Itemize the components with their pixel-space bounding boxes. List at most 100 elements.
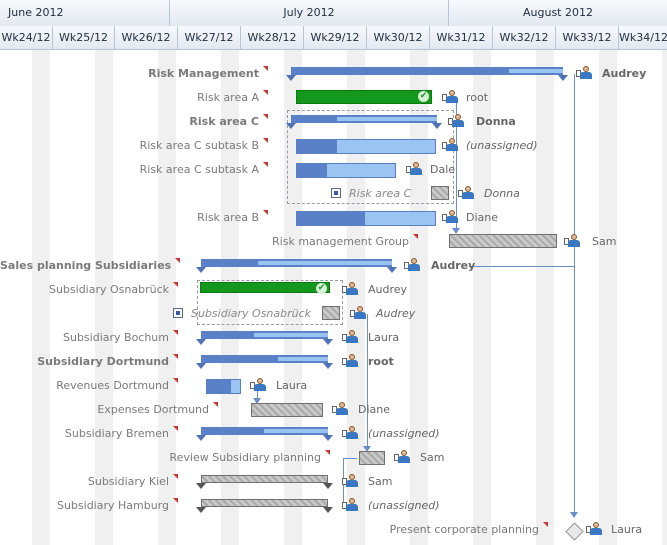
task-bar[interactable]: [296, 139, 436, 154]
summary-bar[interactable]: [286, 67, 568, 81]
dependency-arrow: [363, 446, 371, 452]
user-icon: [342, 282, 358, 295]
task-label[interactable]: Expenses Dortmund: [0, 402, 218, 418]
task-label[interactable]: Subsidiary Hamburg: [0, 498, 178, 514]
month-june: June 2012: [0, 0, 170, 26]
dependency-arrow: [452, 228, 460, 234]
week-25: Wk25/12: [53, 26, 115, 49]
unscheduled-task-bar[interactable]: [322, 306, 340, 320]
weekend-stripe: [32, 50, 50, 545]
week-24: Wk24/12: [0, 26, 53, 49]
dependency-line: [574, 74, 575, 514]
dependency-arrow: [570, 512, 578, 518]
user-icon: [394, 450, 410, 463]
week-30: Wk30/12: [367, 26, 430, 49]
link-icon[interactable]: [331, 188, 341, 198]
summary-bar[interactable]: [196, 259, 397, 273]
user-icon: [576, 66, 592, 79]
task-label[interactable]: Risk Management: [100, 66, 268, 82]
resource-label: Audrey: [368, 283, 408, 296]
resource-label: Audrey: [376, 307, 416, 320]
completed-task-bar[interactable]: ✔: [200, 282, 330, 294]
weekend-stripe: [473, 50, 491, 545]
unscheduled-summary-bar[interactable]: [196, 475, 333, 489]
user-icon: [350, 306, 366, 319]
month-july: July 2012: [170, 0, 449, 26]
task-label[interactable]: Present corporate planning: [330, 522, 548, 538]
task-label-inline[interactable]: Risk area C: [349, 187, 412, 200]
user-icon: [442, 138, 458, 151]
user-icon: [406, 162, 422, 175]
resource-label: (unassigned): [466, 139, 538, 152]
unscheduled-task-bar[interactable]: [449, 234, 557, 248]
weekend-stripe: [599, 50, 617, 545]
user-icon: [342, 498, 358, 511]
task-label[interactable]: Review Subsidiary planning: [120, 450, 330, 466]
task-label[interactable]: Subsidiary Bremen: [0, 426, 178, 442]
dependency-line: [343, 458, 357, 459]
timescale-weeks: Wk24/12 Wk25/12 Wk26/12 Wk27/12 Wk28/12 …: [0, 26, 667, 50]
dependency-line: [456, 98, 457, 228]
user-icon: [342, 474, 358, 487]
resource-label: Donna: [484, 187, 520, 200]
week-28: Wk28/12: [241, 26, 304, 49]
task-label[interactable]: Risk area B: [100, 210, 268, 226]
user-icon: [442, 210, 458, 223]
week-34: Wk34/12: [619, 31, 667, 44]
user-icon: [564, 234, 580, 247]
user-icon: [448, 114, 464, 127]
user-icon: [442, 90, 458, 103]
task-label[interactable]: Risk area C subtask A: [100, 162, 268, 178]
weekend-stripe: [662, 50, 667, 545]
resource-label: Audrey: [431, 259, 476, 272]
checkmark-icon: ✔: [418, 91, 429, 102]
week-26: Wk26/12: [115, 26, 178, 49]
resource-label: Dale: [430, 163, 456, 176]
user-icon: [458, 186, 474, 199]
task-label[interactable]: Revenues Dortmund: [0, 378, 178, 394]
task-label[interactable]: Risk area A: [100, 90, 268, 106]
dependency-line: [257, 386, 258, 400]
task-label[interactable]: Subsidiary Kiel: [0, 474, 178, 490]
task-bar[interactable]: [296, 211, 436, 226]
summary-bar[interactable]: [286, 115, 442, 129]
unscheduled-task-bar[interactable]: [431, 186, 449, 200]
week-31: Wk31/12: [430, 26, 493, 49]
unscheduled-summary-bar[interactable]: [196, 499, 333, 513]
task-label[interactable]: Risk area C subtask B: [100, 138, 268, 154]
unscheduled-task-bar[interactable]: [251, 403, 323, 417]
resource-label: Donna: [476, 115, 516, 128]
resource-label: (unassigned): [368, 427, 440, 440]
completed-task-bar[interactable]: ✔: [296, 90, 432, 104]
task-label[interactable]: Risk management Group: [230, 234, 418, 250]
task-bar[interactable]: [206, 379, 241, 394]
task-bar[interactable]: [296, 163, 396, 178]
user-icon: [342, 330, 358, 343]
summary-bar[interactable]: [196, 427, 333, 441]
task-label[interactable]: Sales planning Subsidiaries: [0, 258, 181, 274]
summary-bar[interactable]: [196, 355, 333, 369]
task-label[interactable]: Subsidiary Osnabrück: [0, 282, 178, 298]
link-icon[interactable]: [173, 308, 183, 318]
weekend-stripe: [95, 50, 113, 545]
user-icon: [342, 354, 358, 367]
summary-bar[interactable]: [196, 331, 333, 345]
week-29: Wk29/12: [304, 26, 367, 49]
resource-label: Laura: [276, 379, 308, 392]
task-label-inline[interactable]: Subsidiary Osnabrück: [191, 307, 312, 320]
task-label[interactable]: Subsidiary Bochum: [0, 330, 178, 346]
task-label[interactable]: Subsidiary Dortmund: [0, 354, 178, 370]
task-label[interactable]: Risk area C: [100, 114, 268, 130]
dependency-line: [367, 314, 368, 446]
resource-label: Laura: [368, 331, 400, 344]
user-icon: [404, 258, 420, 271]
user-icon: [332, 402, 348, 415]
resource-label: (unassigned): [368, 499, 440, 512]
subtask-group-frame: [287, 110, 454, 204]
week-27: Wk27/12: [178, 26, 241, 49]
resource-label: root: [368, 355, 394, 368]
diamond-icon[interactable]: [565, 522, 584, 541]
weekend-stripe: [158, 50, 176, 545]
unscheduled-task-bar[interactable]: [359, 451, 385, 465]
resource-label: Diane: [466, 211, 499, 224]
